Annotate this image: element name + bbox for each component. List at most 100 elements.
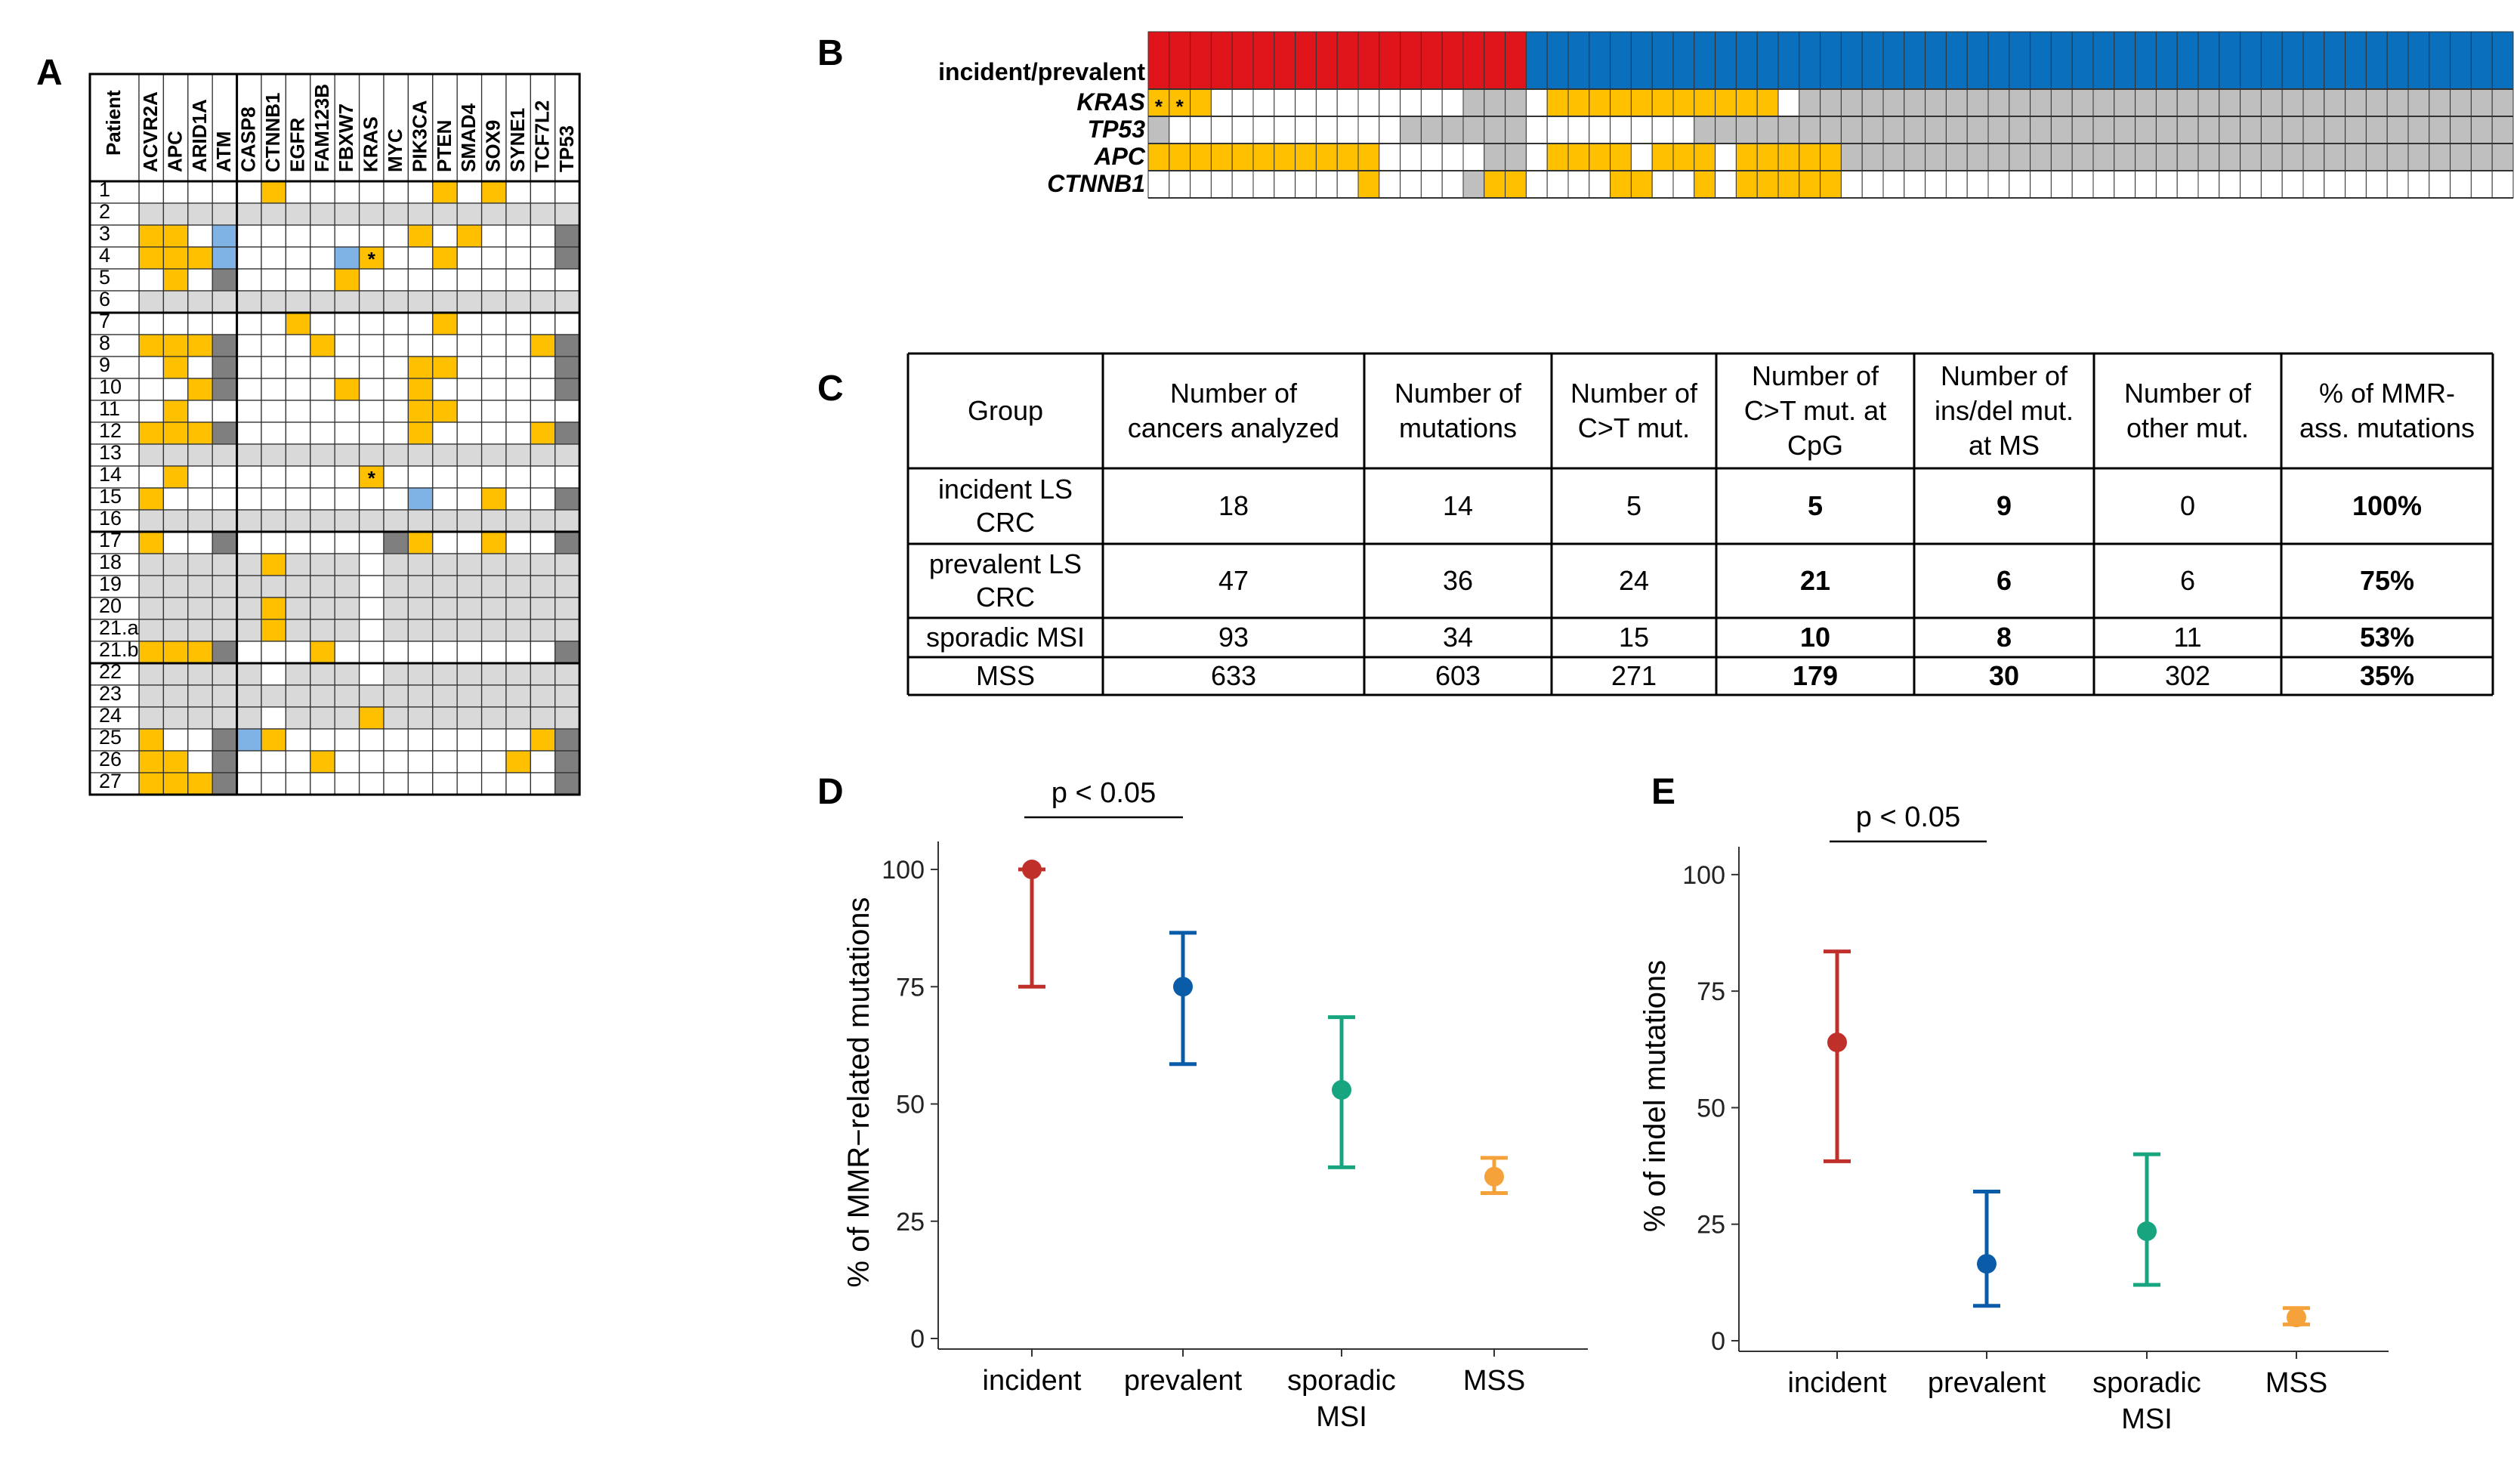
cell-24-PTEN [432,706,458,730]
header-cell [162,73,189,182]
cell-tp53 [1462,116,1485,144]
cell-kras [1610,88,1632,117]
header-cell [138,73,165,182]
table-value-cell: 302 [2165,660,2210,691]
cell-27-PTEN [432,772,458,795]
cell-ctnnb1 [2092,170,2115,199]
table-header-cell: at MS [1969,430,2040,461]
cell-21.a-PTEN [432,619,458,642]
patient-cell [89,224,140,248]
cell-ctnnb1 [1462,170,1485,199]
cell-3-CASP8 [236,224,262,248]
group-cell [2092,31,2115,90]
cell-4-FBXW7 [334,246,360,270]
cell-tp53 [1945,116,1968,144]
cell-tp53 [1861,116,1884,144]
cell-19-SYNE1 [505,575,532,598]
table-value-cell: 5 [1808,490,1823,521]
group-cell [1715,31,1737,90]
data-point [1827,1033,1847,1053]
cell-kras [1840,88,1863,117]
table-header-cell: Group [968,395,1043,426]
cell-23-SYNE1 [505,684,532,708]
cell-22-FBXW7 [334,662,360,686]
cell-27-CTNNB1 [261,772,287,795]
cell-21.a-SOX9 [480,619,507,642]
cell-24-TP53 [554,706,580,730]
cell-3-ARID1A [187,224,213,248]
cell-apc [1672,143,1695,171]
cell-16-KRAS [358,509,384,533]
cell-16-ACVR2A [138,509,165,533]
cell-kras [2260,88,2283,117]
cell-7-TP53 [554,312,580,335]
cell-12-TP53 [554,421,580,445]
patient-label: 2 [99,200,110,223]
cell-3-ACVR2A [138,224,165,248]
cell-18-SMAD4 [456,553,483,576]
cell-12-ARID1A [187,421,213,445]
group-cell [2386,31,2409,90]
cell-7-SYNE1 [505,312,532,335]
group-cell [1966,31,1989,90]
cell-22-ATM [212,662,238,686]
cell-6-CASP8 [236,290,262,313]
cell-17-SYNE1 [505,531,532,554]
cell-10-ARID1A [187,378,213,401]
cell-27-PIK3CA [407,772,434,795]
cell-14-CTNNB1 [261,465,287,489]
patient-label: 20 [99,594,122,617]
cell-3-KRAS [358,224,384,248]
gene-label-fbxw7: FBXW7 [335,103,357,172]
cell-apc [2491,143,2514,171]
cell-ctnnb1 [1651,170,1674,199]
cell-ctnnb1 [1525,170,1548,199]
cell-20-TCF7L2 [530,597,556,620]
gene-label-pten: PTEN [433,120,456,172]
cell-tp53 [1484,116,1506,144]
cell-tp53 [1925,116,1947,144]
cell-18-EGFR [285,553,311,576]
cell-ctnnb1 [1505,170,1527,199]
cell-kras [2240,88,2262,117]
cell-16-CASP8 [236,509,262,533]
cell-17-APC [162,531,189,554]
cell-tp53 [2345,116,2367,144]
cell-16-TCF7L2 [530,509,556,533]
cell-17-ARID1A [187,531,213,554]
cell-2-SMAD4 [456,202,483,226]
group-cell [1904,31,1926,90]
cell-21.a-TP53 [554,619,580,642]
cell-4-CTNNB1 [261,246,287,270]
cell-14-TCF7L2 [530,465,556,489]
group-cell [2135,31,2157,90]
patient-label: 21.a [99,616,140,639]
cell-6-MYC [383,290,409,313]
cell-1-APC [162,181,189,204]
cell-kras [2365,88,2388,117]
cell-ctnnb1 [2050,170,2073,199]
cell-7-SOX9 [480,312,507,335]
cell-apc [2429,143,2451,171]
cell-ctnnb1 [1400,170,1422,199]
cell-16-EGFR [285,509,311,533]
cell-20-SYNE1 [505,597,532,620]
patient-label: 14 [99,463,122,486]
patient-cell [89,662,140,686]
cell-5-PIK3CA [407,268,434,292]
cell-13-EGFR [285,443,311,467]
cell-18-CTNNB1 [261,553,287,576]
cell-apc [2009,143,2031,171]
y-tick-label: 100 [882,856,925,885]
cell-18-SYNE1 [505,553,532,576]
cell-12-SYNE1 [505,421,532,445]
cell-21.a-PIK3CA [407,619,434,642]
group-cell [1672,31,1695,90]
cell-2-CASP8 [236,202,262,226]
cell-5-PTEN [432,268,458,292]
group-cell [1610,31,1632,90]
cell-23-EGFR [285,684,311,708]
y-axis-label: % of indel mutations [1638,960,1672,1232]
cell-26-KRAS [358,750,384,773]
cell-11-ARID1A [187,400,213,423]
